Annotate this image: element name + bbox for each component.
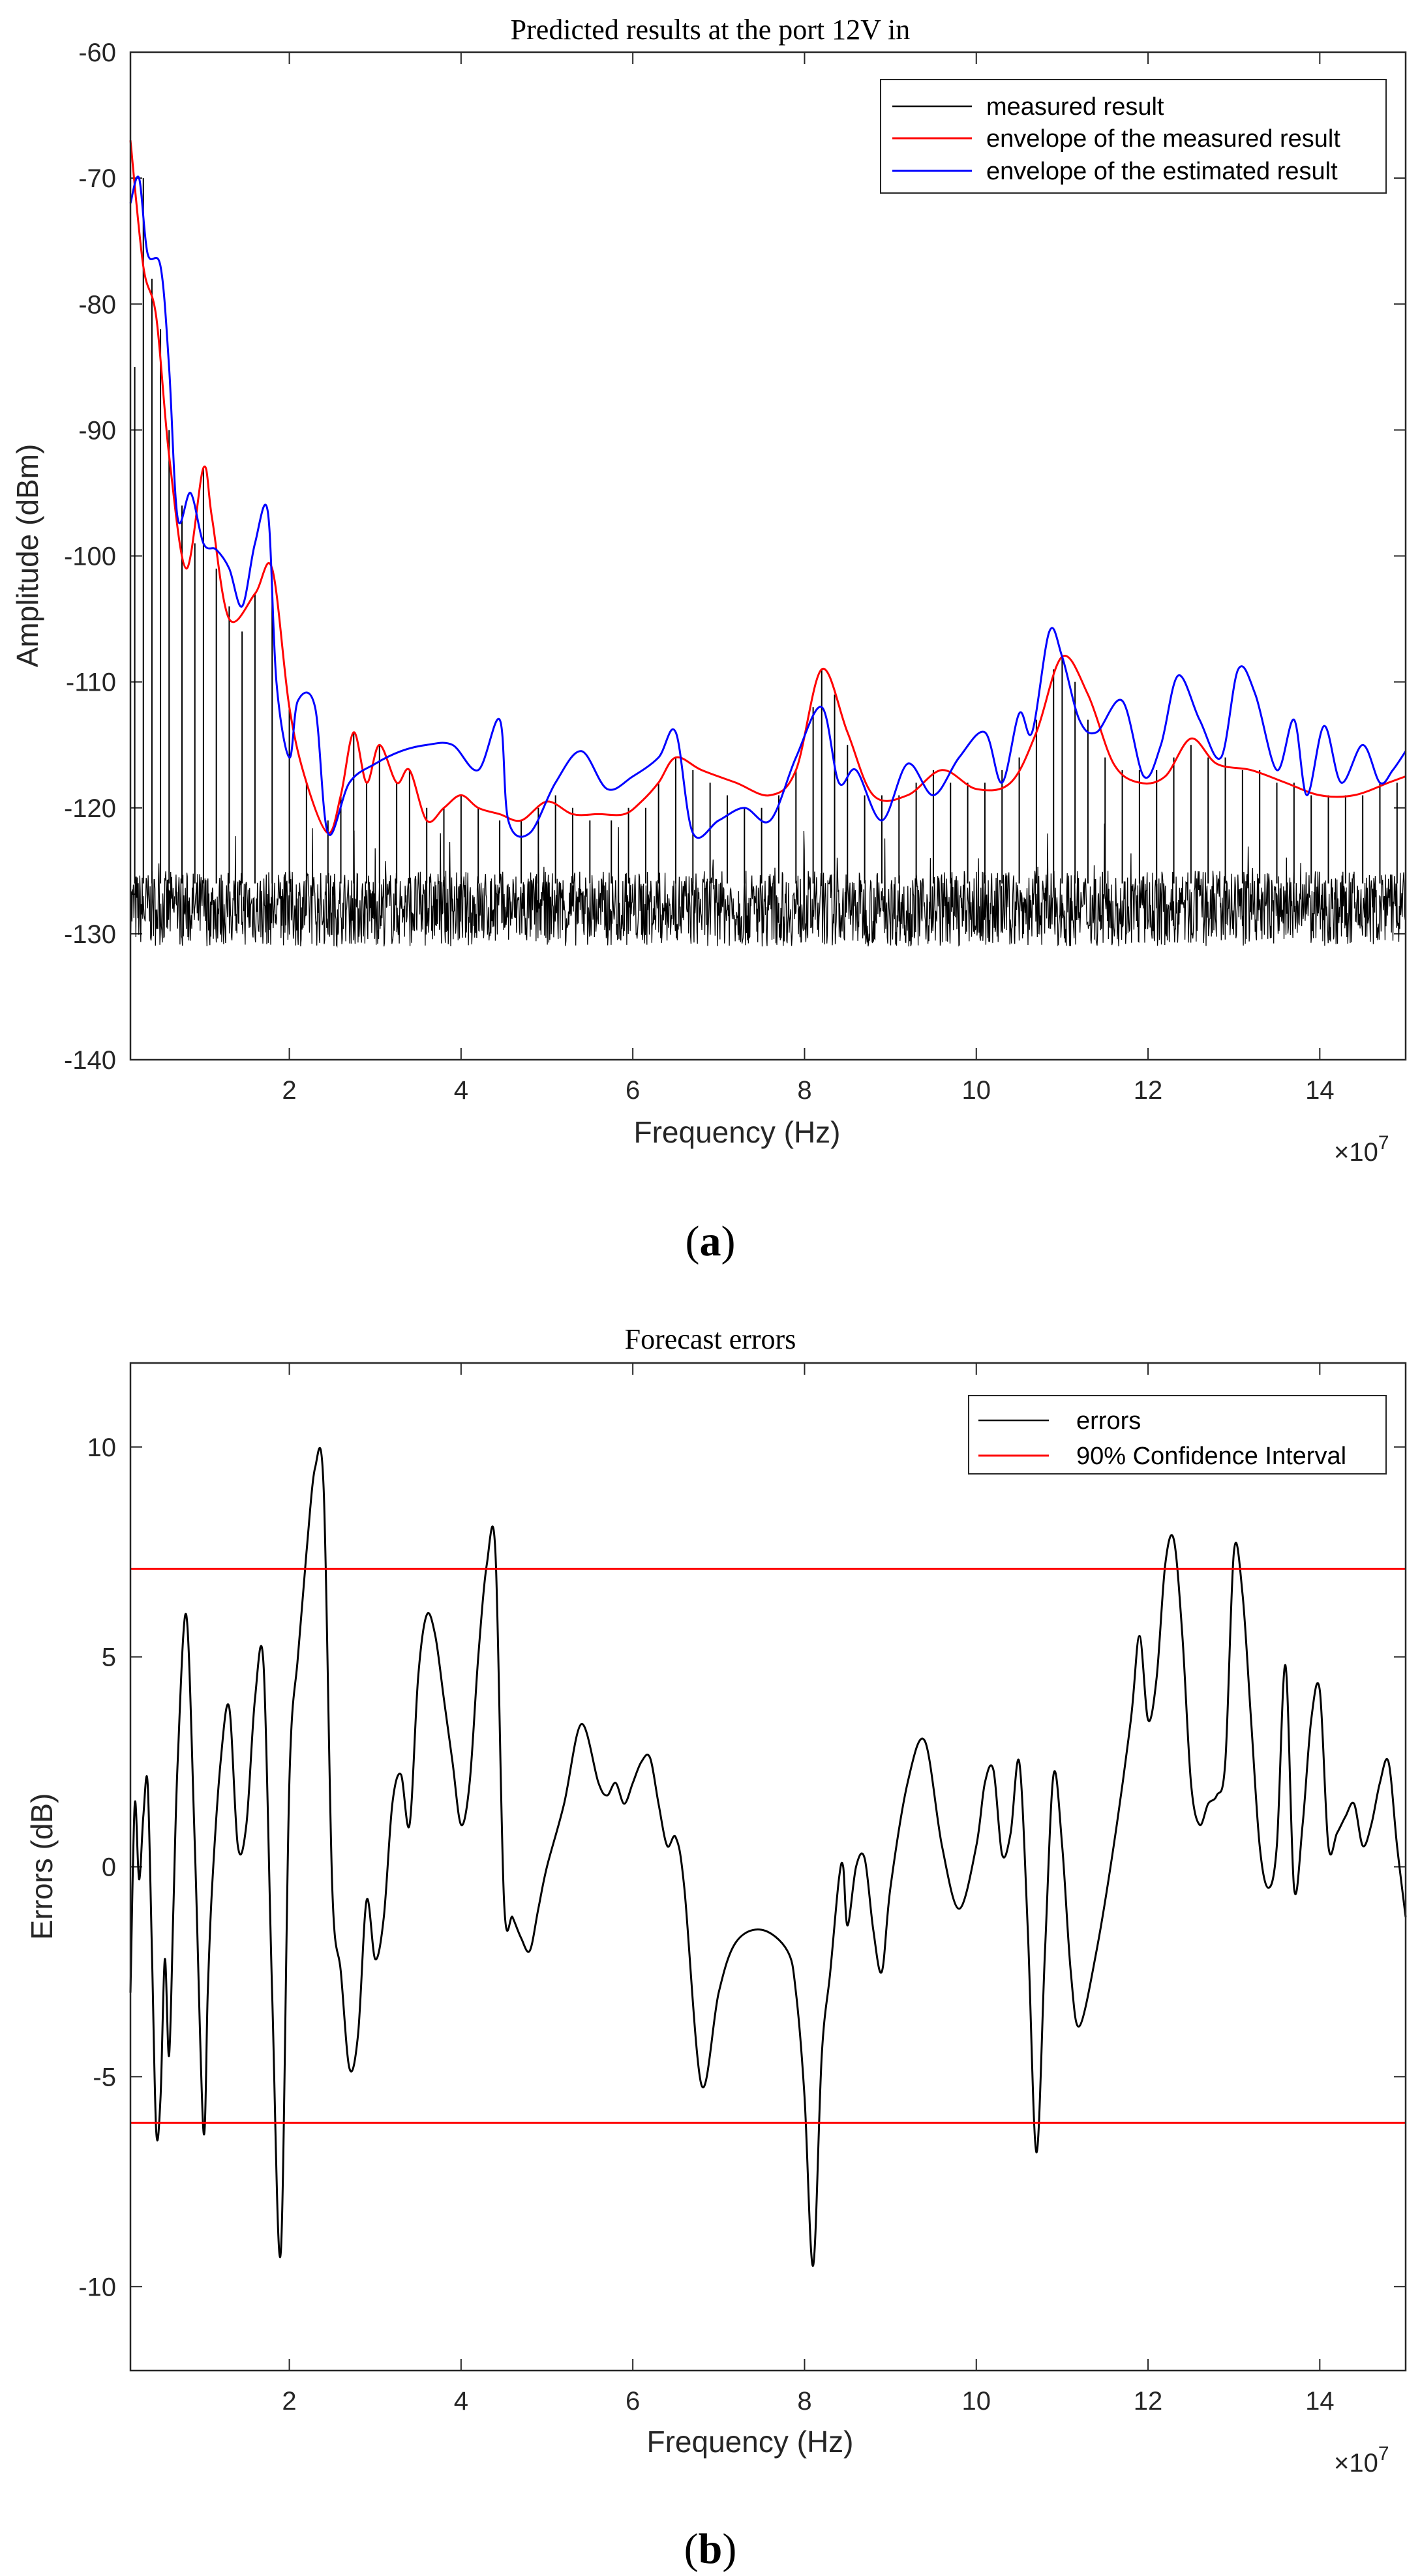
chart-a-x-tick-label: 10: [962, 1076, 991, 1105]
chart-b-caption-letter: b: [699, 2525, 723, 2573]
chart-b-caption: (b): [684, 2525, 737, 2573]
chart-b-x-exponent-power: 7: [1378, 2443, 1389, 2464]
chart-b-x-tick-label: 6: [626, 2387, 640, 2416]
chart-a-y-tick-label: -100: [64, 543, 116, 571]
chart-b-x-tick-label: 4: [454, 2387, 468, 2416]
chart-a-y-tick-label: -130: [64, 920, 116, 949]
chart-a-caption: (a): [686, 1218, 736, 1265]
chart-a-y-tick-label: -140: [64, 1046, 116, 1075]
chart-a-y-tick-label: -60: [78, 38, 116, 67]
chart-a-series-envelope-of-the-measured-result: [129, 140, 1406, 834]
chart-b: Forecast errors -10 -5 0 5 10 2 4 6 8 10 12 14 Fre…: [25, 1323, 1407, 2573]
chart-b-title: Forecast errors: [625, 1323, 796, 1355]
chart-b-x-tick-label: 10: [962, 2387, 991, 2416]
chart-b-y-tick-label: -10: [78, 2273, 116, 2301]
chart-b-legend: errors 90% Confidence Interval: [968, 1395, 1387, 1475]
chart-b-x-tick-label: 8: [797, 2387, 811, 2416]
chart-a-x-tick-label: 8: [797, 1076, 811, 1105]
chart-a-caption-letter: a: [700, 1218, 721, 1265]
chart-a-y-tick-label: -80: [78, 290, 116, 319]
chart-a-x-tick-label: 4: [454, 1076, 468, 1105]
chart-a-x-tick-label: 2: [282, 1076, 296, 1105]
chart-a-x-exponent: ×107: [1334, 1132, 1389, 1167]
chart-b-x-axis-label: Frequency (Hz): [647, 2425, 854, 2459]
chart-a-title: Predicted results at the port 12V in: [511, 14, 911, 46]
chart-a-legend-box: [880, 79, 1387, 194]
chart-b-x-tick-label: 14: [1305, 2387, 1335, 2416]
chart-a-legend: measured result envelope of the measured…: [880, 79, 1387, 194]
chart-a-x-tick-labels: 2 4 6 8 10 12 14: [282, 1076, 1334, 1105]
chart-b-legend-box: [968, 1395, 1387, 1475]
chart-a-legend-label-measured: measured result: [986, 93, 1164, 121]
chart-a-x-axis-label: Frequency (Hz): [634, 1115, 841, 1149]
chart-b-tick-marks: [130, 1363, 1406, 2371]
chart-b-y-tick-label: 0: [102, 1853, 116, 1882]
chart-a-x-tick-label: 12: [1134, 1076, 1163, 1105]
chart-a-y-tick-label: -70: [78, 164, 116, 193]
chart-a-series-envelope-of-the-estimated-result: [129, 175, 1407, 839]
chart-b-legend-label-confidence: 90% Confidence Interval: [1076, 1443, 1346, 1470]
chart-a-x-exponent-power: 7: [1378, 1132, 1389, 1154]
chart-b-y-tick-labels: -10 -5 0 5 10: [78, 1433, 116, 2302]
chart-b-y-tick-label: -5: [93, 2063, 116, 2091]
chart-b-series-errors: [129, 1446, 1407, 2267]
chart-a-x-exponent-base: ×10: [1334, 1138, 1378, 1167]
chart-a-legend-label-envelope-estimated: envelope of the estimated result: [986, 158, 1338, 185]
chart-a-measured-noise-floor: [130, 823, 1406, 948]
chart-a-y-tick-labels: -140 -130 -120 -110 -100 -90 -80 -70 -60: [64, 38, 116, 1075]
chart-b-x-exponent-base: ×10: [1334, 2449, 1378, 2478]
chart-b-x-exponent: ×107: [1334, 2443, 1389, 2478]
chart-b-y-axis-label: Errors (dB): [25, 1793, 59, 1940]
chart-b-legend-label-errors: errors: [1076, 1407, 1141, 1435]
chart-a-legend-label-envelope-measured: envelope of the measured result: [986, 125, 1340, 153]
chart-b-y-tick-label: 5: [102, 1643, 116, 1672]
chart-a-y-tick-label: -90: [78, 416, 116, 445]
chart-a-x-tick-label: 6: [626, 1076, 640, 1105]
chart-b-x-tick-label: 2: [282, 2387, 296, 2416]
chart-b-plot-frame: [129, 1362, 1407, 2372]
chart-b-x-tick-label: 12: [1134, 2387, 1163, 2416]
chart-b-x-tick-labels: 2 4 6 8 10 12 14: [282, 2387, 1334, 2416]
chart-a-series: [129, 140, 1407, 948]
chart-a-x-tick-label: 14: [1305, 1076, 1335, 1105]
chart-a-plot-frame: [129, 51, 1407, 1061]
chart-a: Predicted results at the port 12V in -14…: [10, 14, 1407, 1265]
chart-b-y-tick-label: 10: [87, 1433, 117, 1462]
chart-a-y-tick-label: -120: [64, 794, 116, 823]
chart-a-y-tick-label: -110: [66, 668, 116, 697]
chart-b-series: [129, 1446, 1407, 2267]
chart-a-y-axis-label: Amplitude (dBm): [10, 444, 44, 668]
